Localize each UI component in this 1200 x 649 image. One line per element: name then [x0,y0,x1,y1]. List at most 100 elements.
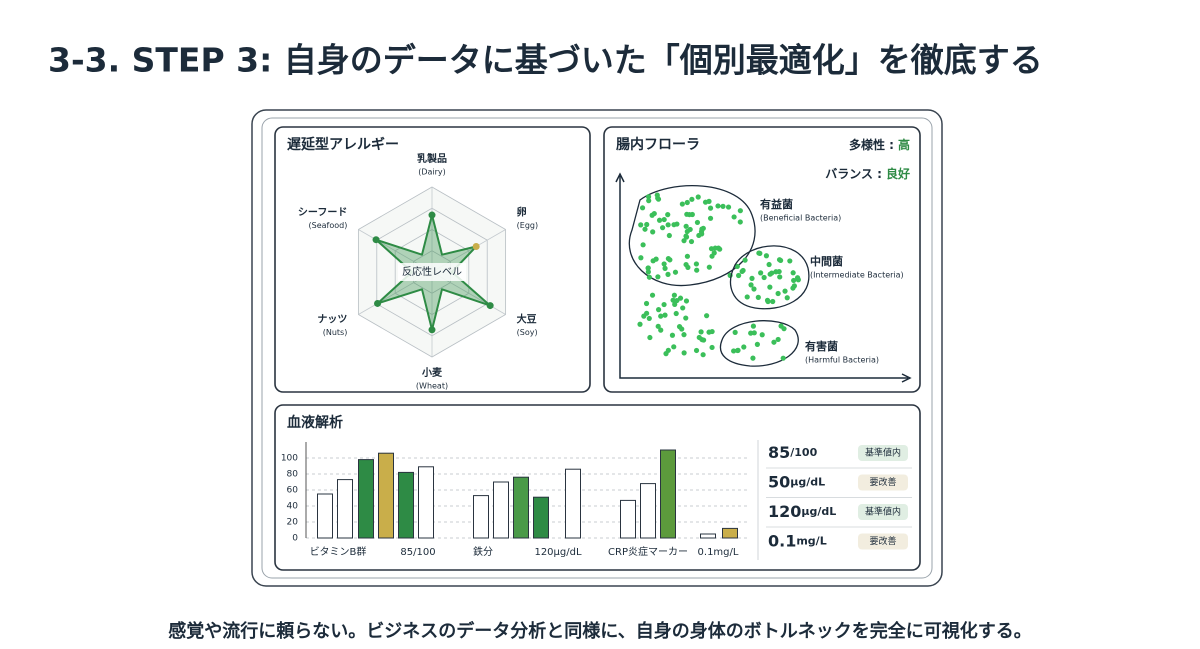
bacteria-dot [698,329,704,335]
bacteria-dot [645,269,651,275]
bacteria-dot [780,355,786,361]
axis-sublabel: (Seafood) [309,221,348,230]
bacteria-dot [672,301,678,307]
panel-title: 腸内フローラ [616,136,700,153]
y-tick-label: 40 [287,502,299,512]
bacteria-dot [693,261,699,267]
metric-value: 120 [768,502,801,521]
bacteria-dot [684,253,690,259]
bacteria-dot [702,199,709,205]
diversity: 多様性 : 高 [849,137,910,152]
metric: 85/100 [768,443,818,462]
bacteria-dot [661,261,667,267]
bacteria-dot [731,214,737,220]
bacteria-dot [707,205,714,211]
arrow [615,172,912,383]
bacteria-dot [662,265,668,271]
bacteria-dot [700,352,706,358]
bacteria-dot [758,270,764,276]
bacteria-dot [665,271,671,277]
bacteria-dot [791,277,797,284]
bacteria-dot [673,310,679,317]
bacteria-dot [784,295,790,301]
panel-title: 血液解析 [287,414,343,431]
radar-point [472,243,480,250]
bar [378,452,394,539]
blood-panel [274,404,921,571]
bacteria-dot [688,238,695,245]
bacteria-dot [711,250,717,256]
bacteria-dot [661,301,667,308]
bacteria-dot [665,212,671,218]
bar [398,471,414,539]
bacteria-dot [683,315,689,321]
bacteria-dot [646,198,652,204]
axis-sublabel: (Wheat) [416,382,448,391]
bacteria-dot [739,268,745,275]
balance: バランス : 良好 [825,166,910,181]
bar [640,483,656,539]
bacteria-dot [725,204,732,210]
bacteria-dot [778,257,784,264]
bacteria-dot [663,351,669,357]
bacteria-dot [701,337,707,343]
y-tick-label: 100 [281,454,298,464]
bacteria-dot [731,348,737,354]
status-badge [858,445,908,461]
bacteria-dot [794,275,801,281]
bacteria-dot [658,313,664,319]
bacteria-dot [646,274,652,280]
bar [700,533,716,539]
group-name: 有害菌 [805,339,838,353]
metric: 50μg/dL [768,472,825,491]
bacteria-dot [650,258,656,264]
bacteria-dot [706,264,712,270]
axis-label: 卵 [517,206,527,219]
bar [513,476,529,539]
bacteria-dot [709,328,715,335]
bar [337,479,353,539]
bacteria-dot [654,192,660,198]
bacteria-dot [645,265,651,271]
bacteria-dot [655,307,662,313]
bacteria-dot [748,282,754,288]
x-tick-label: 0.1mg/L [698,547,739,558]
bacteria-dot [665,222,671,228]
x-tick-label: ビタミンB群 [310,545,367,558]
bacteria-dot [744,294,750,300]
axis-label: シーフード [298,207,347,219]
bacteria-dot [767,284,773,290]
group-sublabel: (Harmful Bacteria) [805,356,879,365]
bacteria-dot [671,344,677,350]
bacteria-dot [642,226,648,232]
bacteria-dot [658,327,664,333]
status-badge [858,504,908,520]
axis-label: 大豆 [517,313,537,326]
bacteria-dot [686,211,693,218]
bacteria-dot [683,233,689,239]
bacteria-dot [709,344,715,351]
bacteria-dot [782,288,788,294]
center-label: 反応性レベル [402,265,462,278]
bacteria-dot [671,222,677,228]
panel-title: 遅延型アレルギー [287,136,399,153]
axis-label: 乳製品 [417,152,447,165]
bacteria-dot [765,298,771,305]
balance-label: バランス : [825,167,882,181]
y-tick-label: 0 [292,534,298,544]
group-sublabel: (Intermediate Bacteria) [810,271,904,280]
status: 要改善 [869,476,896,488]
bar [493,481,509,539]
bacteria-dot [751,286,757,292]
bacteria-dot [683,223,689,229]
axis-label: 小麦 [421,366,443,379]
bacteria-dot [704,313,710,319]
bacteria-dot [639,205,646,211]
bacteria-dot [672,269,679,275]
bacteria-dot [770,298,776,305]
bacteria-dot [645,194,652,200]
bacteria-dot [676,324,683,330]
axes [619,176,908,379]
bacteria-dot [775,290,781,297]
